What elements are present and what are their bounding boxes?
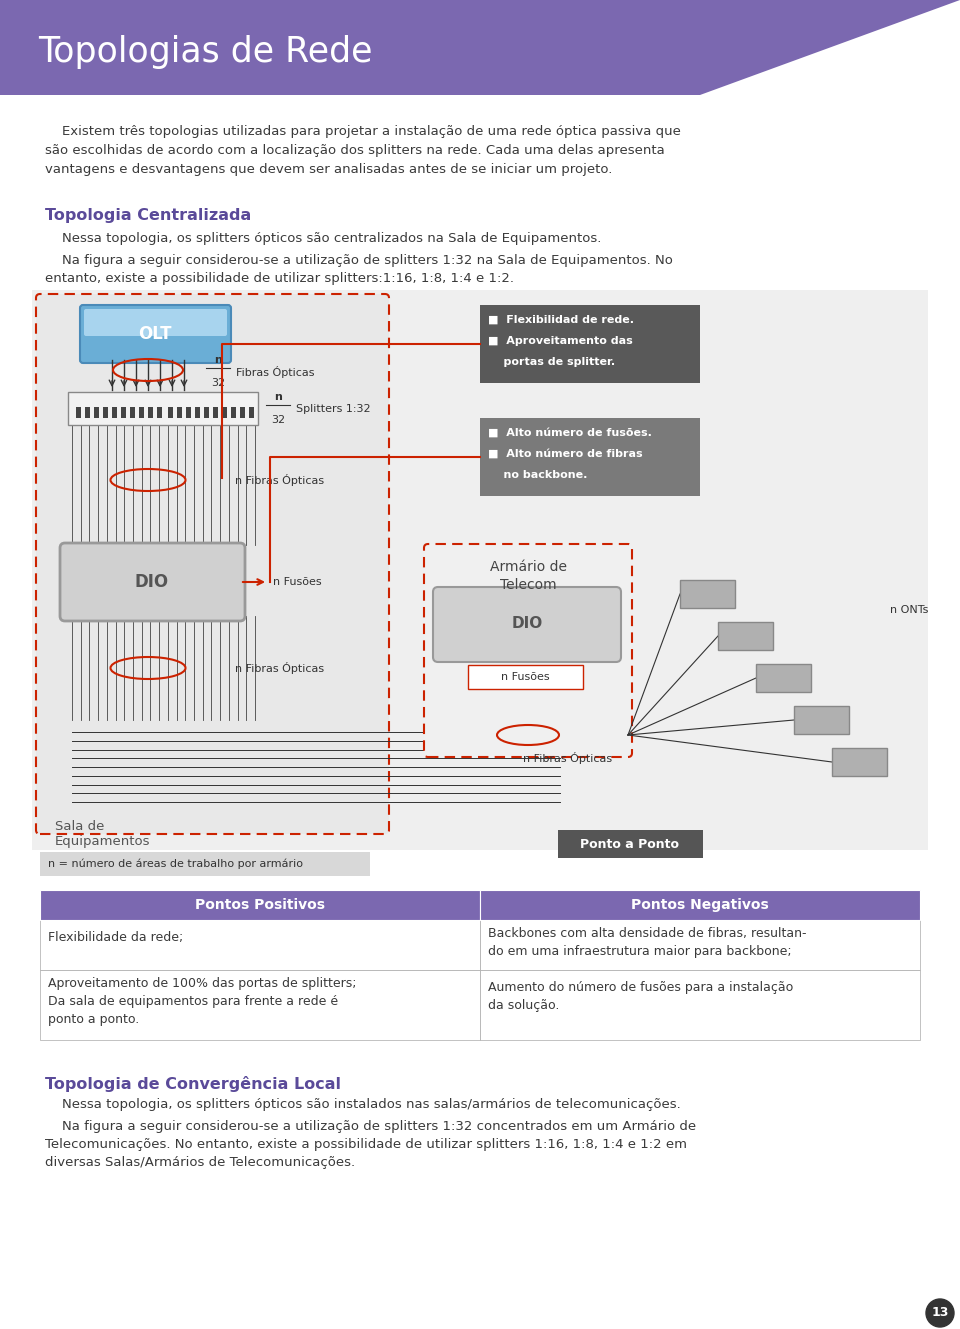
Bar (222, 407, 227, 419)
FancyBboxPatch shape (480, 970, 920, 1041)
Text: Flexibilidade da rede;: Flexibilidade da rede; (48, 932, 183, 945)
Polygon shape (0, 0, 960, 94)
Bar (85, 407, 90, 419)
Polygon shape (794, 706, 849, 734)
Text: Topologia de Convergência Local: Topologia de Convergência Local (45, 1076, 341, 1092)
Bar (130, 407, 135, 419)
Text: no backbone.: no backbone. (488, 470, 588, 480)
FancyBboxPatch shape (36, 294, 389, 835)
Text: portas de splitter.: portas de splitter. (488, 358, 615, 367)
Text: n: n (214, 355, 222, 365)
Bar (195, 407, 200, 419)
FancyBboxPatch shape (32, 290, 928, 851)
Text: ponto a ponto.: ponto a ponto. (48, 1014, 139, 1026)
Text: 32: 32 (211, 377, 225, 388)
Text: são escolhidas de acordo com a localização dos splitters na rede. Cada uma delas: são escolhidas de acordo com a localizaç… (45, 144, 664, 157)
Text: n Fibras Ópticas: n Fibras Ópticas (235, 474, 324, 486)
Bar (112, 407, 117, 419)
Text: Ponto a Ponto: Ponto a Ponto (581, 837, 680, 851)
Text: Pontos Positivos: Pontos Positivos (195, 898, 325, 912)
Polygon shape (718, 622, 773, 650)
Bar (240, 407, 245, 419)
Text: ■  Aproveitamento das: ■ Aproveitamento das (488, 336, 633, 346)
FancyBboxPatch shape (480, 304, 700, 383)
Text: Aumento do número de fusões para a instalação: Aumento do número de fusões para a insta… (488, 982, 793, 994)
Bar (94, 407, 99, 419)
Text: Splitters 1:32: Splitters 1:32 (296, 404, 371, 415)
Text: n Fibras Ópticas: n Fibras Ópticas (523, 752, 612, 764)
Text: Topologia Centralizada: Topologia Centralizada (45, 209, 252, 223)
Text: n Fusões: n Fusões (273, 577, 322, 587)
Text: Aproveitamento de 100% das portas de splitters;: Aproveitamento de 100% das portas de spl… (48, 978, 356, 990)
Bar (76, 407, 81, 419)
FancyBboxPatch shape (68, 392, 258, 425)
Bar (231, 407, 236, 419)
Text: Fibras Ópticas: Fibras Ópticas (236, 365, 315, 377)
Text: n: n (274, 392, 282, 401)
FancyBboxPatch shape (80, 304, 231, 363)
Text: n Fusões: n Fusões (501, 672, 549, 682)
FancyBboxPatch shape (40, 970, 480, 1041)
FancyBboxPatch shape (424, 544, 632, 758)
Text: Na figura a seguir considerou-se a utilização de splitters 1:32 na Sala de Equip: Na figura a seguir considerou-se a utili… (45, 254, 673, 267)
Text: Sala de
Equipamentos: Sala de Equipamentos (55, 820, 151, 848)
Text: n Fibras Ópticas: n Fibras Ópticas (235, 662, 324, 674)
FancyBboxPatch shape (433, 587, 621, 662)
FancyBboxPatch shape (480, 920, 920, 970)
Bar (186, 407, 191, 419)
Bar (204, 407, 209, 419)
FancyBboxPatch shape (480, 890, 920, 920)
Bar (157, 407, 162, 419)
Text: n = número de áreas de trabalho por armário: n = número de áreas de trabalho por armá… (48, 859, 303, 869)
Polygon shape (680, 579, 735, 607)
Bar (249, 407, 254, 419)
Bar (121, 407, 126, 419)
Circle shape (926, 1298, 954, 1326)
Polygon shape (832, 748, 887, 776)
Text: Armário de
Telecom: Armário de Telecom (490, 561, 566, 591)
Text: 13: 13 (931, 1306, 948, 1320)
Text: DIO: DIO (512, 617, 542, 631)
Polygon shape (756, 664, 811, 692)
FancyBboxPatch shape (468, 664, 583, 688)
Text: DIO: DIO (135, 573, 169, 591)
Text: da solução.: da solução. (488, 999, 560, 1013)
Text: diversas Salas/Armários de Telecomunicações.: diversas Salas/Armários de Telecomunicaç… (45, 1156, 355, 1170)
FancyBboxPatch shape (558, 831, 703, 859)
Text: Nessa topologia, os splitters ópticos são instalados nas salas/armários de telec: Nessa topologia, os splitters ópticos sã… (45, 1098, 681, 1111)
FancyBboxPatch shape (60, 544, 245, 621)
Text: ■  Alto número de fibras: ■ Alto número de fibras (488, 449, 642, 459)
Bar (168, 407, 173, 419)
Bar (139, 407, 144, 419)
Text: ■  Alto número de fusões.: ■ Alto número de fusões. (488, 428, 652, 439)
Text: Topologias de Rede: Topologias de Rede (38, 35, 372, 69)
Text: vantagens e desvantagens que devem ser analisadas antes de se iniciar um projeto: vantagens e desvantagens que devem ser a… (45, 163, 612, 175)
Bar (103, 407, 108, 419)
Bar (148, 407, 153, 419)
Text: n ONTs: n ONTs (890, 605, 928, 615)
FancyBboxPatch shape (40, 890, 480, 920)
FancyBboxPatch shape (40, 852, 370, 876)
Text: Na figura a seguir considerou-se a utilização de splitters 1:32 concentrados em : Na figura a seguir considerou-se a utili… (45, 1120, 696, 1134)
Text: ■  Flexibilidad de rede.: ■ Flexibilidad de rede. (488, 315, 634, 326)
FancyBboxPatch shape (84, 310, 227, 336)
Text: Da sala de equipamentos para frente a rede é: Da sala de equipamentos para frente a re… (48, 995, 338, 1009)
Text: 32: 32 (271, 415, 285, 425)
Text: do em uma infraestrutura maior para backbone;: do em uma infraestrutura maior para back… (488, 945, 792, 958)
Text: Telecomunicações. No entanto, existe a possibilidade de utilizar splitters 1:16,: Telecomunicações. No entanto, existe a p… (45, 1138, 687, 1151)
Text: Backbones com alta densidade de fibras, resultan-: Backbones com alta densidade de fibras, … (488, 926, 806, 940)
Text: entanto, existe a possibilidade de utilizar splitters:1:16, 1:8, 1:4 e 1:2.: entanto, existe a possibilidade de utili… (45, 272, 514, 284)
Text: Existem três topologias utilizadas para projetar a instalação de uma rede óptica: Existem três topologias utilizadas para … (45, 125, 681, 138)
FancyBboxPatch shape (40, 920, 480, 970)
Bar (177, 407, 182, 419)
Text: Nessa topologia, os splitters ópticos são centralizados na Sala de Equipamentos.: Nessa topologia, os splitters ópticos sã… (45, 233, 601, 245)
FancyBboxPatch shape (480, 419, 700, 496)
Bar (213, 407, 218, 419)
Text: Pontos Negativos: Pontos Negativos (631, 898, 769, 912)
Text: OLT: OLT (138, 326, 172, 343)
